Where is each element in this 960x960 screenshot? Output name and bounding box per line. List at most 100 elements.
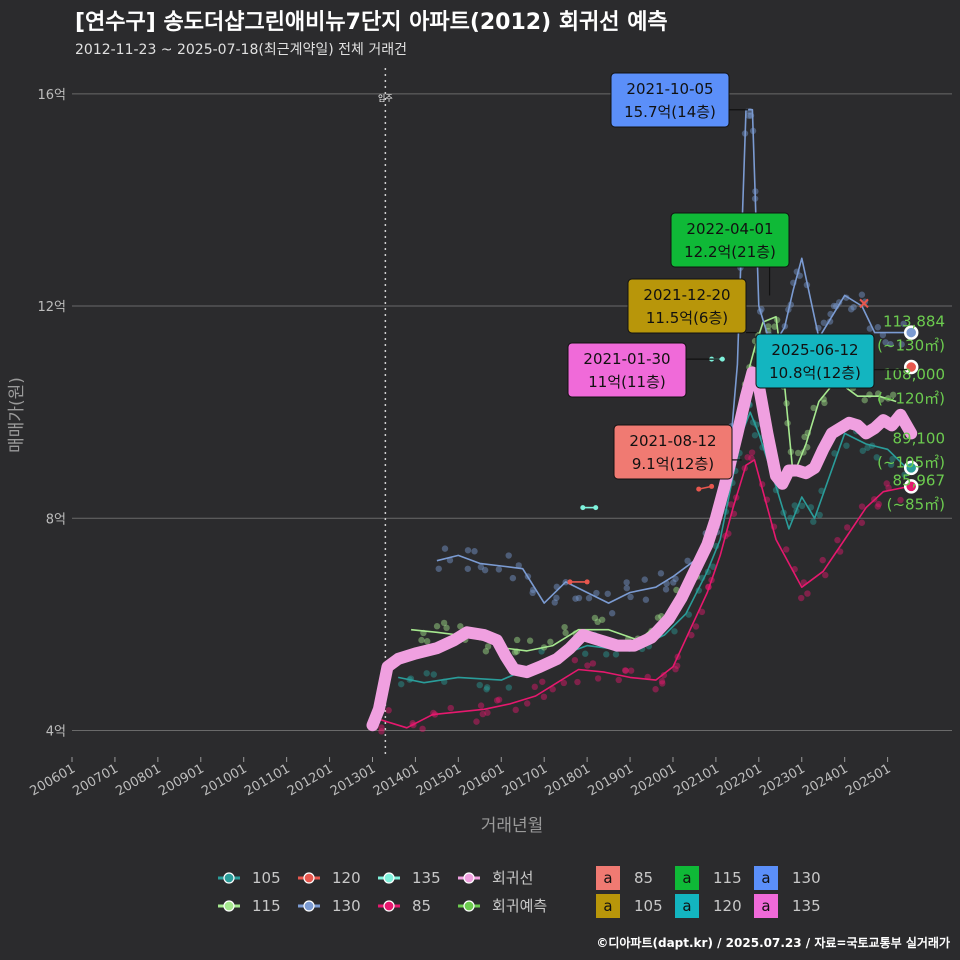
- transaction-point: [549, 686, 556, 693]
- callout-date: 2022-04-01: [686, 220, 773, 238]
- transaction-point: [875, 500, 882, 508]
- transaction-point: [495, 696, 503, 703]
- transaction-point: [593, 589, 600, 597]
- transaction-point: [594, 618, 601, 626]
- transaction-point: [589, 660, 597, 667]
- transaction-point: [540, 693, 548, 701]
- transaction-point: [791, 502, 798, 509]
- transaction-point: [603, 651, 610, 658]
- x-tick-label: 202201: [714, 761, 764, 799]
- transaction-point: [850, 303, 857, 311]
- transaction-point: [672, 575, 679, 583]
- x-tick-label: 200801: [113, 761, 163, 799]
- legend-point-key: [303, 872, 315, 884]
- transaction-point: [440, 619, 448, 627]
- transaction-point: [582, 650, 589, 657]
- forecast-price-label: 108,000: [883, 366, 945, 384]
- transaction-point: [457, 623, 464, 630]
- transaction-point: [727, 501, 735, 508]
- segment-point: [593, 505, 599, 511]
- forecast-price-label: 113,884: [883, 313, 945, 331]
- transaction-point: [864, 444, 871, 451]
- x-tick-label: 200601: [28, 761, 78, 799]
- legend-label: 회귀예측: [492, 897, 547, 915]
- legend-label: 105: [634, 897, 663, 915]
- y-tick-label: 4억: [46, 724, 66, 739]
- transaction-point: [897, 496, 904, 504]
- y-axis-title: 매매가(원): [7, 377, 27, 453]
- transaction-point: [435, 565, 442, 572]
- callout-box: [610, 72, 730, 128]
- caption: ©디아파트(dapt.kr) / 2025.07.23 / 자료=국토교통부 실…: [596, 935, 950, 950]
- transaction-point: [875, 390, 882, 397]
- y-tick-label: 16억: [37, 88, 66, 103]
- transaction-point: [688, 631, 695, 639]
- transaction-point: [684, 557, 691, 565]
- transaction-point: [526, 637, 534, 644]
- legend-point-key: [223, 900, 235, 912]
- transaction-point: [810, 518, 817, 525]
- transaction-point: [879, 331, 887, 339]
- legend-box-key: [596, 866, 620, 890]
- transaction-point: [531, 683, 538, 691]
- x-tick-label: 202101: [671, 761, 721, 799]
- transaction-point: [670, 579, 677, 586]
- legend-label: 135: [412, 869, 441, 887]
- transaction-point: [612, 651, 620, 658]
- transaction-point: [816, 511, 823, 519]
- segment-point: [696, 486, 702, 492]
- segment-point: [584, 579, 590, 585]
- transaction-point: [572, 595, 579, 602]
- forecast-point-105: [903, 460, 919, 476]
- transaction-point: [476, 681, 483, 689]
- transaction-point: [591, 614, 599, 622]
- callout-date: 2021-10-05: [626, 80, 713, 98]
- forecast-point-130: [903, 325, 919, 340]
- transaction-point: [885, 484, 892, 491]
- transaction-point: [844, 524, 851, 531]
- forecast-area-label: (~130㎡): [877, 337, 945, 355]
- transaction-point: [477, 563, 485, 571]
- transaction-point: [574, 678, 581, 686]
- transaction-point: [810, 404, 817, 412]
- forecast-point-85: [903, 479, 919, 494]
- transaction-point: [553, 594, 560, 602]
- transaction-point: [652, 686, 659, 693]
- callout-date: 2025-06-12: [771, 341, 858, 359]
- transaction-point: [447, 704, 454, 712]
- transaction-point: [378, 724, 385, 731]
- transaction-point: [901, 471, 908, 478]
- transaction-point: [821, 399, 828, 407]
- transaction-point: [423, 670, 430, 677]
- x-tick-label: 202401: [800, 761, 850, 799]
- legend-label: 120: [713, 897, 742, 915]
- transaction-point: [575, 594, 583, 602]
- transaction-point: [622, 667, 630, 674]
- segment-point: [719, 356, 725, 362]
- transaction-point: [419, 725, 426, 733]
- transaction-point: [874, 324, 882, 331]
- transaction-point: [627, 593, 634, 601]
- callout-value: 11.5억(6층): [646, 309, 728, 327]
- forecast-price-label: 89,100: [893, 429, 946, 447]
- legend: 105 120 135 회귀선 115 130 85 회귀예측 a 85 a 115 a 130 a 105 a…: [218, 866, 821, 918]
- transaction-point: [464, 565, 472, 572]
- transaction-point: [513, 636, 521, 644]
- transaction-point: [524, 700, 531, 707]
- transaction-point: [561, 623, 568, 631]
- transaction-point: [623, 579, 630, 586]
- transaction-point: [831, 450, 838, 457]
- transaction-point: [441, 545, 449, 552]
- transaction-point: [484, 643, 492, 650]
- transaction-point: [873, 454, 880, 461]
- x-tick-label: 201701: [500, 761, 550, 799]
- transaction-point: [765, 323, 772, 330]
- transaction-point: [443, 624, 450, 632]
- transaction-point: [783, 546, 790, 553]
- transaction-point: [608, 610, 616, 617]
- transaction-point: [748, 449, 756, 456]
- forecast-point-120: [903, 359, 919, 375]
- legend-point-key: [383, 900, 395, 912]
- transaction-point: [594, 675, 602, 682]
